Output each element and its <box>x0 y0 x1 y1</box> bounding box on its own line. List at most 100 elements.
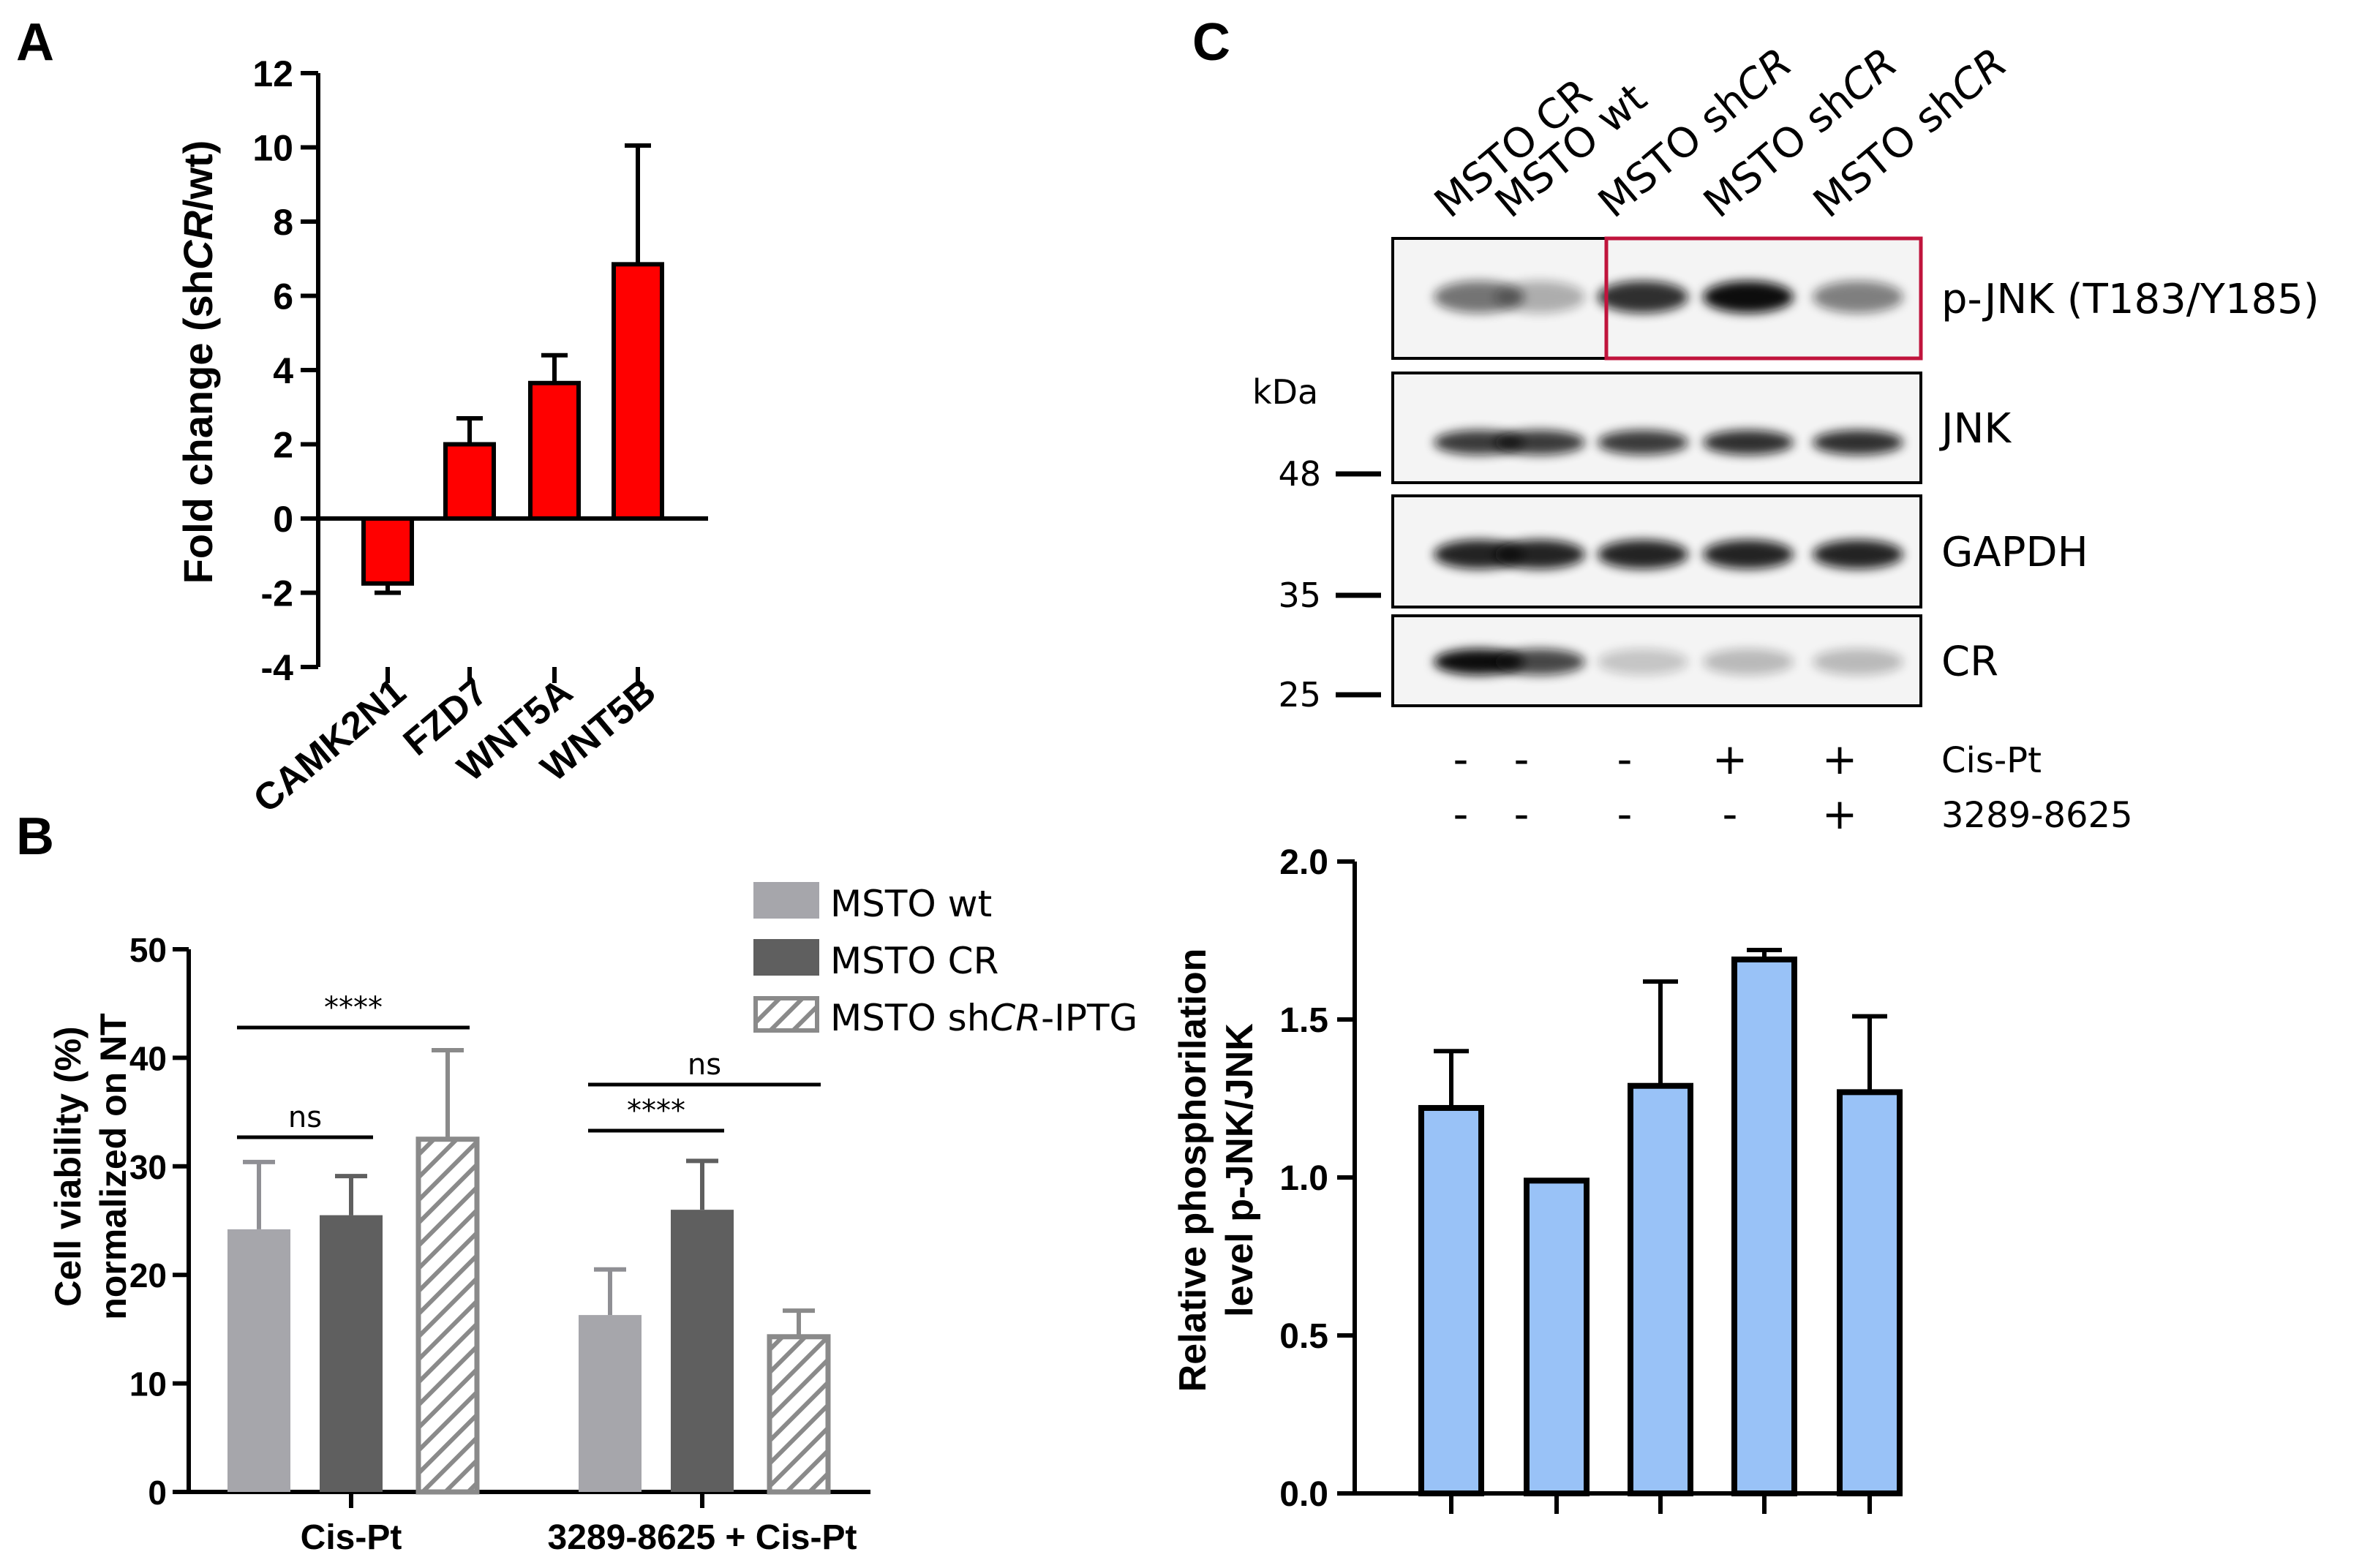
b-ytick-label: 30 <box>129 1148 167 1186</box>
b-bar <box>671 1210 734 1492</box>
panel-b-axes: 0 10 20 30 40 50 Cis-Pt 3289-8625 + Cis-Pt <box>129 931 870 1557</box>
blot-band <box>1703 430 1794 455</box>
c-bar <box>1524 1177 1590 1496</box>
blot-band <box>1598 430 1688 455</box>
c-ytick-label: 0.0 <box>1279 1475 1328 1514</box>
blot-band <box>1494 540 1585 569</box>
legend-swatch-wt <box>753 882 819 919</box>
b-xtick-label: 3289-8625 + Cis-Pt <box>548 1518 857 1557</box>
blot-treatment-sign: - <box>1617 789 1633 839</box>
b-bar <box>320 1215 383 1492</box>
b-bar <box>767 1334 831 1495</box>
blot-band <box>1813 281 1903 313</box>
c-ytick-label: 1.0 <box>1279 1159 1328 1198</box>
blot-kda-markers: 48 35 25 <box>1278 454 1381 715</box>
panel-label-c: C <box>1192 13 1230 72</box>
blot-band-label: p-JNK (T183/Y185) <box>1941 276 2320 323</box>
a-bar <box>361 516 414 586</box>
a-xtick-label: CAMK2N1 <box>246 671 414 821</box>
a-ytick-label: 0 <box>273 499 293 540</box>
c-ytick-label: 2.0 <box>1279 843 1328 882</box>
b-bar <box>579 1315 642 1492</box>
blot-band-label: GAPDH <box>1941 529 2088 576</box>
panel-b-chart: Cell viability (%) normalized on NT 0 10 2… <box>48 882 1137 1557</box>
panel-a-ylabel: Fold change (shCR/wt) <box>175 140 221 584</box>
blot-band <box>1598 281 1688 313</box>
b-ytick-label: 50 <box>129 931 167 969</box>
c-bar <box>1628 1082 1693 1496</box>
blot-band <box>1703 281 1794 313</box>
panel-c-axes: 0.0 0.5 1.0 1.5 2.0 <box>1279 843 1902 1514</box>
b-ytick-label: 20 <box>129 1256 167 1294</box>
a-ytick-label: 4 <box>273 350 293 391</box>
b-bar <box>227 1229 290 1492</box>
panel-c-chart: Relative phosphorilation level p-JNK/JNK… <box>1172 843 1903 1514</box>
legend-label-cr: MSTO CR <box>830 940 998 982</box>
blot-treatment-sign: - <box>1514 734 1530 784</box>
a-ytick-label: 6 <box>273 276 293 317</box>
panel-c-bars <box>1418 947 1903 1497</box>
c-bar <box>1731 956 1797 1497</box>
b-ytick-label: 10 <box>129 1365 167 1403</box>
blot-treatment-sign: - <box>1723 789 1738 839</box>
blot-treatment-label: 3289-8625 <box>1941 795 2133 836</box>
panel-b-ylabel-line1: Cell viability (%) <box>48 1026 89 1306</box>
a-ytick-label: -2 <box>261 573 293 614</box>
b-sig-label: **** <box>324 991 383 1025</box>
a-ytick-label: 10 <box>252 128 293 169</box>
legend-swatch-shcr <box>753 996 819 1033</box>
blot-band-boxes: p-JNK (T183/Y185) JNK GAPDH CR <box>1391 237 2320 707</box>
blot-highlight-box <box>1604 236 1923 361</box>
b-bar <box>415 1137 480 1495</box>
a-bar <box>443 442 496 521</box>
blot-band-label: CR <box>1941 638 1998 686</box>
panel-label-b: B <box>16 807 54 866</box>
blot-band <box>1703 649 1794 675</box>
a-ytick-label: 8 <box>273 202 293 243</box>
b-sig-label: ns <box>688 1048 721 1082</box>
blot-treatment-sign: - <box>1453 734 1469 784</box>
blot-treatment-sign: - <box>1617 734 1633 784</box>
blot-treatment-label: Cis-Pt <box>1941 740 2042 781</box>
b-ytick-label: 0 <box>148 1474 167 1512</box>
panel-c-ylabel-line2: level p-JNK/JNK <box>1219 1023 1261 1317</box>
blot-box <box>1391 372 1922 484</box>
c-ytick-label: 0.5 <box>1279 1317 1328 1356</box>
b-xtick-label: Cis-Pt <box>301 1518 402 1557</box>
c-ytick-label: 1.5 <box>1279 1001 1328 1040</box>
blot-treatment-sign: + <box>1822 789 1858 839</box>
panel-b-legend: MSTO wt MSTO CR MSTO shCR-IPTG <box>753 882 1137 1039</box>
blot-band <box>1494 430 1585 455</box>
panel-b-ylabel-line2: normalized on NT <box>93 1013 134 1319</box>
a-bar <box>528 380 581 521</box>
panel-c-ylabel-line1: Relative phosphorilation <box>1172 949 1214 1392</box>
blot-marker-label: 25 <box>1278 675 1321 715</box>
panel-b-bars <box>227 1048 831 1495</box>
legend-swatch-cr <box>753 939 819 976</box>
b-sig-label: ns <box>288 1101 322 1134</box>
blot-kda-label: kDa <box>1252 372 1318 412</box>
b-ytick-label: 40 <box>129 1039 167 1077</box>
blot-band-label: JNK <box>1939 405 2012 453</box>
blot-treatment-sign: + <box>1712 734 1748 784</box>
legend-label-shcr: MSTO shCR-IPTG <box>830 997 1137 1039</box>
a-ytick-label: -4 <box>261 647 294 688</box>
blot-band <box>1598 540 1688 569</box>
blot-treatment-sign: + <box>1822 734 1858 784</box>
blot-band <box>1494 281 1585 313</box>
a-bar <box>612 262 664 521</box>
blot-treatment-sign: - <box>1514 789 1530 839</box>
panel-a-bars <box>361 143 664 595</box>
blot-treatment-sign: - <box>1453 789 1469 839</box>
panel-a-chart: Fold change (shCR/wt) -4 -2 0 2 4 6 8 10 12 CAMK2… <box>175 53 708 821</box>
c-bar <box>1418 1104 1484 1496</box>
blot-band <box>1813 430 1903 455</box>
blot-treatments: - - - + + Cis-Pt- - - - +3289-8625 <box>1453 734 2133 839</box>
a-ytick-label: 2 <box>273 425 293 466</box>
blot-marker-label: 35 <box>1278 576 1321 615</box>
blot-band <box>1703 540 1794 569</box>
